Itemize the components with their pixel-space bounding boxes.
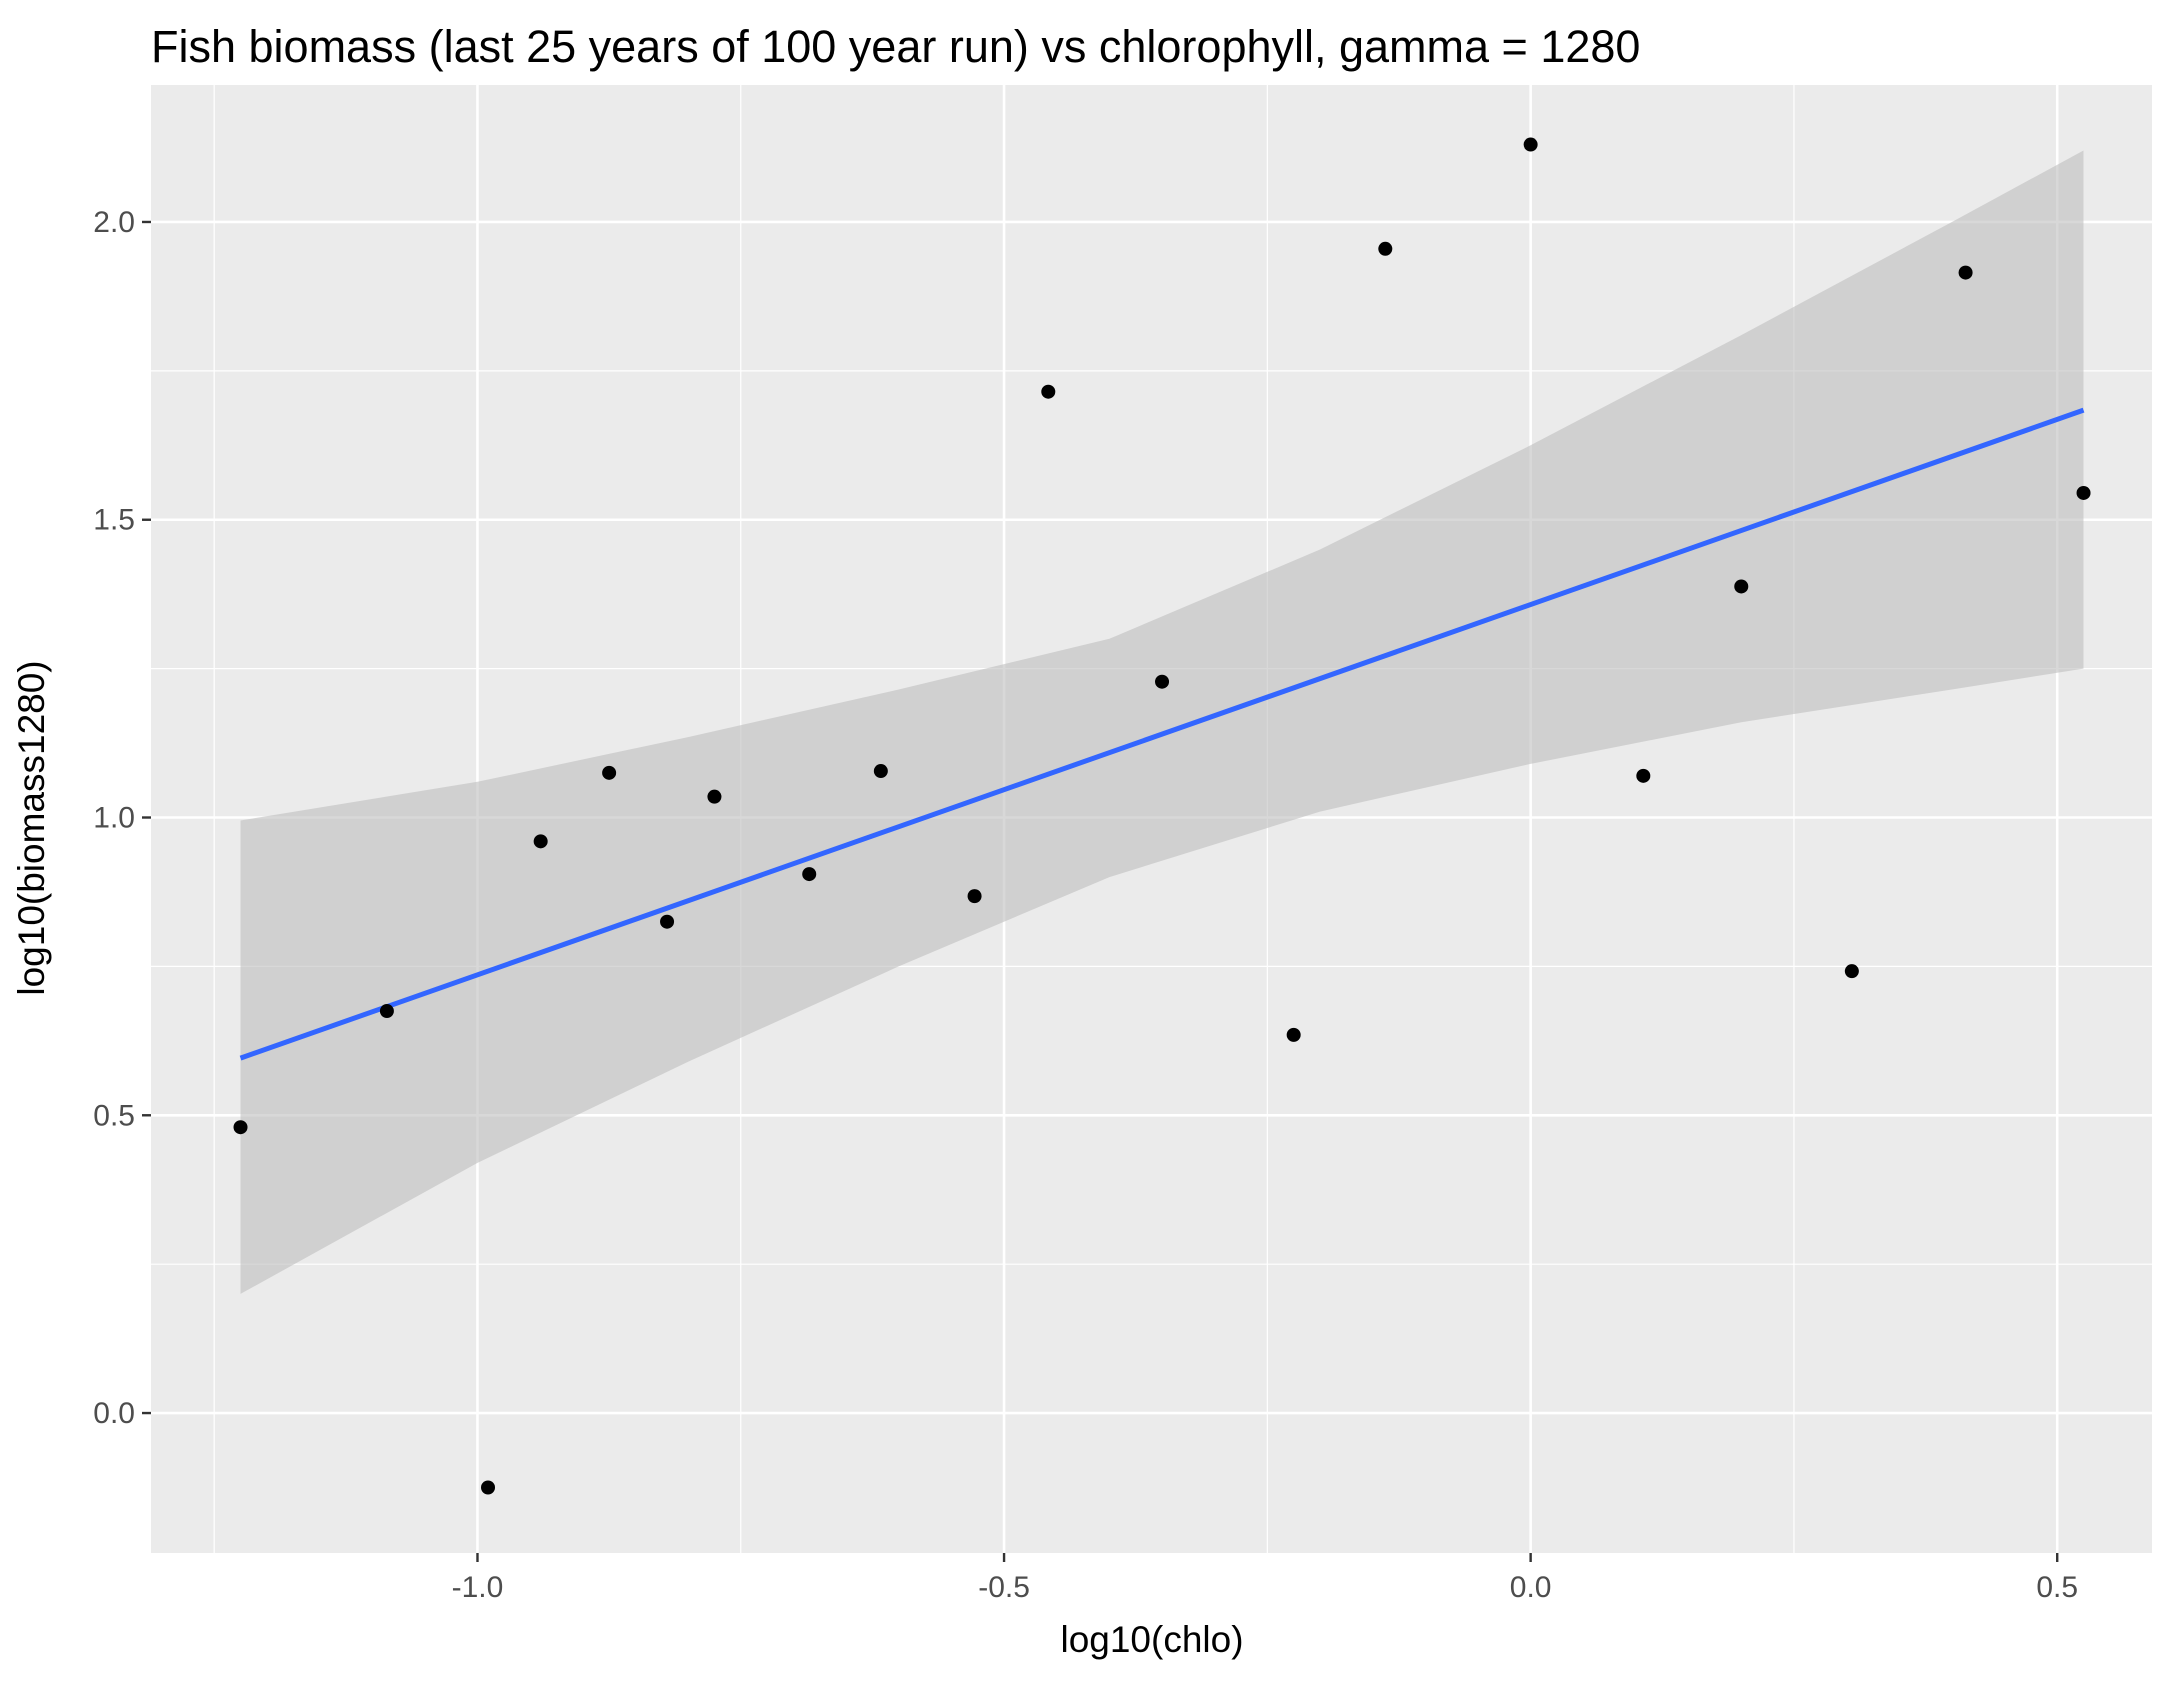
data-point: [1734, 579, 1749, 594]
data-point: [967, 889, 982, 904]
data-points: [233, 137, 2091, 1495]
y-tick-label: 1.5: [93, 504, 135, 537]
x-tick-label: 0.0: [1510, 1571, 1552, 1604]
data-point: [1958, 265, 1973, 280]
data-point: [1286, 1027, 1301, 1042]
data-point: [233, 1120, 248, 1135]
data-point: [602, 765, 617, 780]
data-point: [802, 867, 817, 882]
x-tick-label: -0.5: [978, 1571, 1030, 1604]
data-point: [1523, 137, 1538, 152]
data-point: [873, 764, 888, 779]
y-tick-label: 0.0: [93, 1397, 135, 1430]
confidence-band: [240, 150, 2084, 1294]
y-axis-ticks: 0.0 0.5 1.0 1.5 2.0: [93, 206, 151, 1430]
x-axis-title: log10(chlo): [1060, 1619, 1243, 1660]
y-tick-label: 2.0: [93, 206, 135, 239]
y-tick-label: 1.0: [93, 802, 135, 835]
x-axis-ticks: -1.0 -0.5 0.0 0.5: [452, 1553, 2078, 1604]
x-tick-label: -1.0: [452, 1571, 504, 1604]
chart-title: Fish biomass (last 25 years of 100 year …: [151, 21, 1640, 72]
data-point: [1155, 674, 1170, 689]
data-point: [707, 789, 722, 804]
y-axis-title: log10(biomass1280): [11, 660, 52, 995]
y-tick-label: 0.5: [93, 1099, 135, 1132]
data-point: [1041, 384, 1056, 399]
data-point: [2076, 485, 2091, 500]
regression-line: [239, 407, 2085, 1061]
data-point: [481, 1480, 496, 1495]
data-point: [660, 914, 675, 929]
data-point: [1844, 964, 1859, 979]
data-point: [1636, 768, 1651, 783]
data-point: [533, 834, 548, 849]
data-point: [1378, 241, 1393, 256]
x-tick-label: 0.5: [2036, 1571, 2078, 1604]
data-point: [379, 1004, 394, 1019]
